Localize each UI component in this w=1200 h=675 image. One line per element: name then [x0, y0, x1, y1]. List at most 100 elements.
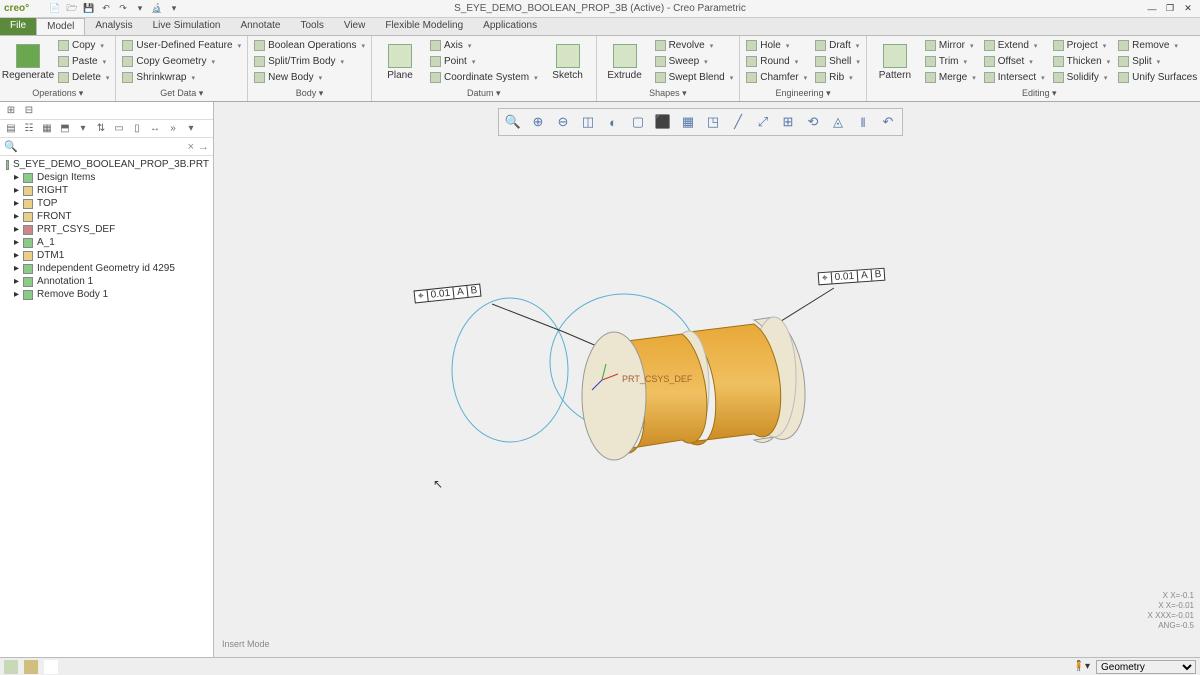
qat-btn-0[interactable]: 📄	[48, 2, 62, 16]
copy-button[interactable]: Copy	[56, 38, 111, 53]
revolve-button[interactable]: Revolve	[653, 38, 736, 53]
qat-btn-3[interactable]: ↶	[99, 2, 113, 16]
view-btn-9[interactable]: ╱	[726, 110, 750, 134]
view-btn-12[interactable]: ⟲	[801, 110, 825, 134]
tree-node-annotation-1[interactable]: ▸Annotation 1	[4, 275, 209, 288]
view-btn-15[interactable]: ↶	[876, 110, 900, 134]
sketch-button[interactable]: Sketch	[544, 38, 592, 87]
split-button[interactable]: Split	[1116, 54, 1200, 69]
extend-button[interactable]: Extend	[982, 38, 1047, 53]
close-button[interactable]: ✕	[1180, 2, 1196, 16]
tree-node-front[interactable]: ▸FRONT	[4, 210, 209, 223]
view-btn-7[interactable]: ▦	[676, 110, 700, 134]
qat-btn-7[interactable]: ▾	[167, 2, 181, 16]
rib-button[interactable]: Rib	[813, 70, 862, 85]
axis-button[interactable]: Axis	[428, 38, 540, 53]
tree-tb2-4[interactable]: ▾	[76, 122, 90, 136]
point-button[interactable]: Point	[428, 54, 540, 69]
offset-button[interactable]: Offset	[982, 54, 1047, 69]
tree-node-prt-csys-def[interactable]: ▸PRT_CSYS_DEF	[4, 223, 209, 236]
view-btn-13[interactable]: ◬	[826, 110, 850, 134]
mirror-button[interactable]: Mirror	[923, 38, 978, 53]
swept-blend-button[interactable]: Swept Blend	[653, 70, 736, 85]
tree-node-remove-body-1[interactable]: ▸Remove Body 1	[4, 288, 209, 301]
tree-tb2-7[interactable]: ▯	[130, 122, 144, 136]
trim-button[interactable]: Trim	[923, 54, 978, 69]
tree-node-a-1[interactable]: ▸A_1	[4, 236, 209, 249]
qat-btn-6[interactable]: 🔬	[150, 2, 164, 16]
draft-button[interactable]: Draft	[813, 38, 862, 53]
round-button[interactable]: Round	[744, 54, 809, 69]
qat-btn-5[interactable]: ▾	[133, 2, 147, 16]
tab-file[interactable]: File	[0, 18, 36, 35]
tree-node-independent-geometry-id-4295[interactable]: ▸Independent Geometry id 4295	[4, 262, 209, 275]
view-btn-10[interactable]: ⤢	[751, 110, 775, 134]
view-btn-1[interactable]: ⊕	[526, 110, 550, 134]
tree-tb1-0[interactable]: ⊞	[4, 104, 18, 118]
user-defined-feature-button[interactable]: User-Defined Feature	[120, 38, 243, 53]
view-btn-5[interactable]: ▢	[626, 110, 650, 134]
qat-btn-4[interactable]: ↷	[116, 2, 130, 16]
boolean-operations-button[interactable]: Boolean Operations	[252, 38, 367, 53]
tab-view[interactable]: View	[334, 18, 376, 35]
tab-flexible-modeling[interactable]: Flexible Modeling	[375, 18, 473, 35]
selection-filter[interactable]: Geometry	[1096, 660, 1196, 674]
solidify-button[interactable]: Solidify	[1051, 70, 1113, 85]
tab-applications[interactable]: Applications	[473, 18, 547, 35]
thicken-button[interactable]: Thicken	[1051, 54, 1113, 69]
tree-search-clear[interactable]: ×	[188, 141, 194, 153]
3d-canvas[interactable]: PRT_CSYS_DEF ⌖0.01AB ⌖0.01AB Insert Mode…	[214, 102, 1200, 657]
tree-search-input[interactable]	[18, 141, 188, 152]
tab-live-simulation[interactable]: Live Simulation	[143, 18, 231, 35]
minimize-button[interactable]: —	[1144, 2, 1160, 16]
tree-tb2-3[interactable]: ⬒	[58, 122, 72, 136]
paste-button[interactable]: Paste	[56, 54, 111, 69]
chamfer-button[interactable]: Chamfer	[744, 70, 809, 85]
view-btn-8[interactable]: ◳	[701, 110, 725, 134]
sweep-button[interactable]: Sweep	[653, 54, 736, 69]
tree-node-top[interactable]: ▸TOP	[4, 197, 209, 210]
view-btn-11[interactable]: ⊞	[776, 110, 800, 134]
view-btn-2[interactable]: ⊖	[551, 110, 575, 134]
maximize-button[interactable]: ❐	[1162, 2, 1178, 16]
tab-tools[interactable]: Tools	[290, 18, 333, 35]
tree-node-design-items[interactable]: ▸Design Items	[4, 171, 209, 184]
tree-node-right[interactable]: ▸RIGHT	[4, 184, 209, 197]
regenerate-button[interactable]: Regenerate	[4, 38, 52, 87]
tree-tb2-8[interactable]: ↔	[148, 122, 162, 136]
qat-btn-1[interactable]: 🗁	[65, 2, 79, 16]
delete-button[interactable]: Delete	[56, 70, 111, 85]
tree-root[interactable]: S_EYE_DEMO_BOOLEAN_PROP_3B.PRT	[4, 158, 209, 171]
tree-tb1-1[interactable]: ⊟	[22, 104, 36, 118]
view-btn-0[interactable]: 🔍	[501, 110, 525, 134]
view-btn-4[interactable]: ◐	[601, 110, 625, 134]
tree-tb2-2[interactable]: ▦	[40, 122, 54, 136]
pattern-button[interactable]: Pattern	[871, 38, 919, 87]
remove-button[interactable]: Remove	[1116, 38, 1200, 53]
tree-tb2-10[interactable]: ▾	[184, 122, 198, 136]
new-body-button[interactable]: New Body	[252, 70, 367, 85]
shrinkwrap-button[interactable]: Shrinkwrap	[120, 70, 243, 85]
tree-tb2-0[interactable]: ▤	[4, 122, 18, 136]
tree-tb2-9[interactable]: »	[166, 122, 180, 136]
tab-analysis[interactable]: Analysis	[85, 18, 142, 35]
plane-button[interactable]: Plane	[376, 38, 424, 87]
project-button[interactable]: Project	[1051, 38, 1113, 53]
tree-tb2-1[interactable]: ☷	[22, 122, 36, 136]
qat-btn-2[interactable]: 💾	[82, 2, 96, 16]
status-icon-2[interactable]	[24, 660, 38, 674]
status-icon-1[interactable]	[4, 660, 18, 674]
copy-geometry-button[interactable]: Copy Geometry	[120, 54, 243, 69]
tab-model[interactable]: Model	[36, 18, 85, 35]
coordinate-system-button[interactable]: Coordinate System	[428, 70, 540, 85]
tree-node-dtm1[interactable]: ▸DTM1	[4, 249, 209, 262]
view-btn-6[interactable]: ⬛	[651, 110, 675, 134]
split-trim-body-button[interactable]: Split/Trim Body	[252, 54, 367, 69]
intersect-button[interactable]: Intersect	[982, 70, 1047, 85]
tree-tb2-5[interactable]: ⇅	[94, 122, 108, 136]
tree-search-go[interactable]: →	[198, 141, 209, 153]
status-icon-3[interactable]	[44, 660, 58, 674]
extrude-button[interactable]: Extrude	[601, 38, 649, 87]
merge-button[interactable]: Merge	[923, 70, 978, 85]
unify-surfaces-button[interactable]: Unify Surfaces	[1116, 70, 1200, 85]
